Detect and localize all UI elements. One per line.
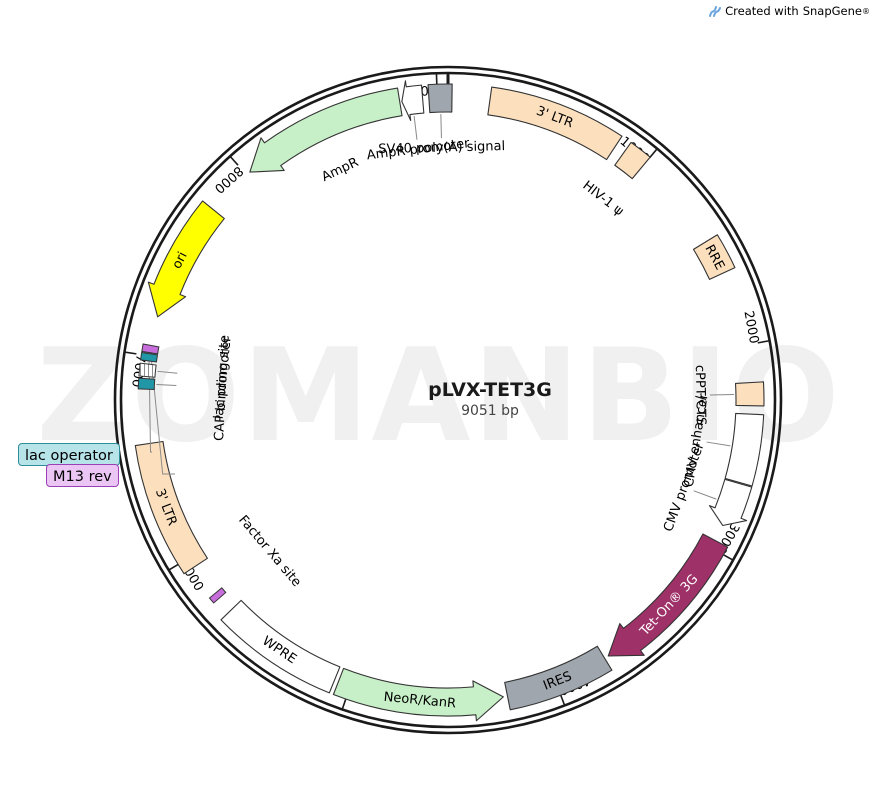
small-feature-lac-promoter[interactable]	[138, 362, 157, 378]
label-leader-line	[440, 114, 442, 139]
credit-suffix: ®	[862, 6, 870, 16]
feature-shape-rre[interactable]	[692, 234, 736, 280]
credit-prefix: Created with	[725, 4, 799, 18]
small-feature-lac-operator[interactable]	[140, 351, 159, 363]
feature-shape-wpre[interactable]	[220, 599, 341, 694]
label-leader-line	[156, 383, 177, 387]
label-leader-line	[706, 441, 731, 447]
label-leader-line	[693, 490, 717, 500]
feature-shape-tet-on-3g[interactable]	[607, 533, 729, 657]
boxed-label-m13-rev[interactable]: M13 rev	[46, 464, 119, 487]
feature-shape-ampr[interactable]	[249, 87, 403, 173]
small-feature-label: CAP binding site	[212, 335, 233, 442]
page-title: pLVX-TET3G	[428, 379, 552, 401]
ruler-tick	[230, 156, 239, 166]
feature-label: AmpR	[319, 155, 361, 185]
boxed-label-text: M13 rev	[53, 469, 112, 485]
boxed-label-leader-line	[149, 348, 175, 475]
plasmid-backbone	[113, 65, 783, 735]
ruler-tick	[648, 148, 658, 159]
zomanbio-watermark: ZOMANBIO	[36, 322, 841, 471]
small-feature-label: Factor Xa site	[235, 513, 304, 590]
feature-label: Tet-On® 3G	[637, 572, 702, 640]
feature-shape-ires[interactable]	[504, 645, 613, 711]
feature-label: NeoR/KanR	[383, 690, 457, 712]
label-leader-line	[157, 370, 178, 374]
plasmid-size-label: 9051 bp	[461, 403, 519, 419]
feature-label: SV40 poly(A) signal	[378, 139, 505, 157]
credit-brand: Snap	[802, 4, 832, 18]
ruler-tick	[722, 553, 733, 561]
ruler-tick	[169, 563, 180, 571]
feature-shape-cppt-cts[interactable]	[734, 381, 765, 407]
boxed-label-text: lac operator	[25, 448, 113, 464]
snapgene-logo-icon	[709, 5, 722, 17]
feature-label: cPPT/CTS	[692, 365, 708, 426]
feature-shape-neor-kanr[interactable]	[332, 667, 504, 722]
feature-shape-cmv-promoter[interactable]	[708, 478, 753, 527]
feature-label: ori	[170, 250, 191, 272]
feature-label: HIV-1 ψ	[580, 178, 627, 219]
ruler-tick-label: 2000	[740, 310, 761, 345]
boxed-label-lac-operator[interactable]: lac operator	[18, 443, 120, 466]
feature-shape-3-ltr[interactable]	[487, 86, 623, 161]
small-feature-m13-rev[interactable]	[141, 343, 160, 355]
ruler-tick	[341, 697, 347, 709]
feature-shape-ampr-promoter[interactable]	[401, 80, 425, 122]
feature-shape-3-ltr-second[interactable]	[134, 440, 208, 575]
feature-shapes	[134, 80, 765, 722]
feature-shape-sv40-poly-a-signal[interactable]	[427, 83, 453, 114]
credit-brand2: Gene	[831, 4, 862, 18]
ruler-tick	[559, 693, 566, 705]
small-feature-cap-binding-site[interactable]	[137, 377, 156, 390]
snapgene-credit: Created with Snap Gene ®	[708, 4, 870, 18]
feature-shape-hiv-1-psi[interactable]	[614, 141, 651, 180]
ruler-tick	[757, 340, 769, 344]
feature-shape-cmv-enhancer[interactable]	[724, 412, 765, 487]
label-leader-line	[413, 115, 418, 140]
feature-shape-ori[interactable]	[147, 200, 225, 318]
ruler-tick	[125, 351, 137, 355]
small-feature-factor-xa-site[interactable]	[208, 587, 227, 604]
